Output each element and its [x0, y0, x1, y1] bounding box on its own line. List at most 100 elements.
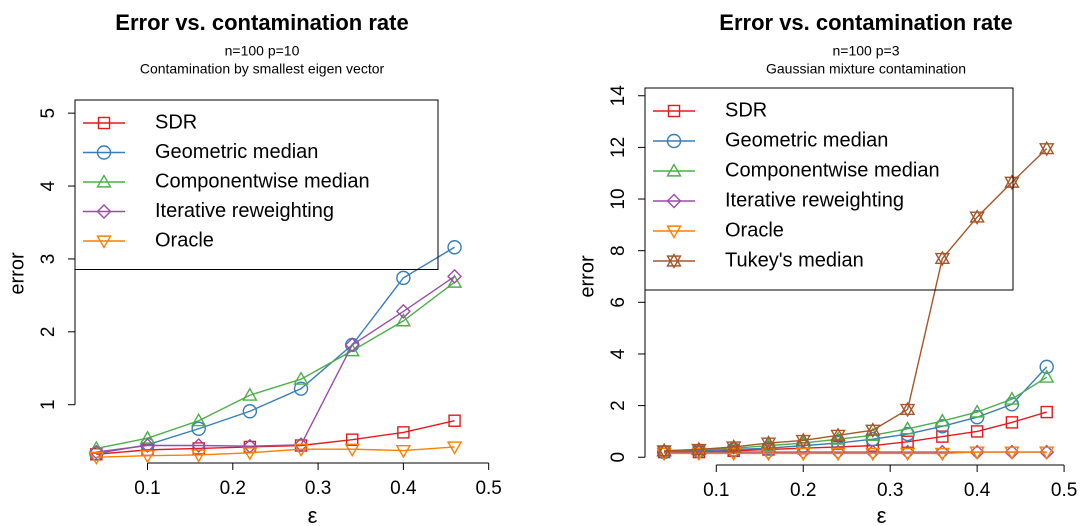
marker	[899, 420, 916, 435]
series-line	[96, 281, 455, 450]
y-tick-label: 10	[608, 188, 629, 209]
marker	[97, 116, 111, 130]
series-line	[664, 148, 1048, 452]
marker	[293, 437, 309, 453]
marker	[395, 312, 412, 327]
marker	[667, 104, 681, 118]
chart-title: Error vs. contamination rate	[115, 10, 408, 35]
marker	[865, 447, 881, 462]
y-tick-label: 4	[608, 348, 629, 359]
x-tick-label: 0.5	[475, 478, 501, 499]
marker-part	[830, 427, 846, 441]
marker	[96, 235, 112, 249]
series-line	[664, 366, 1048, 453]
marker	[448, 414, 461, 427]
marker	[191, 421, 206, 436]
legend-label: Geometric median	[155, 141, 318, 163]
legend-label: Iterative reweighting	[725, 189, 904, 211]
marker	[447, 240, 462, 255]
x-axis-label: ε	[308, 503, 318, 526]
marker-part	[899, 401, 916, 416]
x-tick-label: 0.2	[220, 478, 246, 499]
marker-part	[795, 434, 811, 449]
x-axis-label: ε	[877, 503, 887, 526]
x-tick-label: 0.3	[877, 480, 903, 501]
marker	[969, 404, 985, 418]
marker	[666, 225, 682, 239]
marker	[96, 204, 112, 219]
marker-part	[1004, 174, 1020, 188]
marker	[396, 270, 411, 286]
marker-part	[725, 439, 742, 453]
y-tick-label: 4	[38, 180, 59, 191]
y-axis-label: error	[576, 255, 598, 298]
marker	[96, 174, 112, 188]
legend-label: SDR	[725, 99, 767, 121]
legend-label: Oracle	[725, 219, 784, 241]
marker	[901, 435, 914, 448]
legend-label: Geometric median	[725, 129, 888, 151]
marker	[446, 274, 463, 288]
legend-box	[74, 99, 439, 270]
marker	[934, 250, 951, 267]
y-tick-label: 1	[38, 399, 59, 410]
marker	[88, 451, 105, 466]
marker	[88, 440, 105, 454]
marker	[96, 145, 112, 160]
chart: Error vs. contamination rate n=100 p=3 Gau…	[576, 10, 1077, 526]
marker	[293, 443, 309, 458]
marker-part	[656, 442, 672, 457]
marker-part	[666, 255, 682, 269]
x-tick-label: 0.1	[703, 480, 729, 501]
marker-part	[691, 443, 707, 458]
marker	[293, 371, 309, 385]
subtitle: n=100 p=10	[225, 43, 300, 59]
marker	[1040, 405, 1053, 419]
marker	[293, 381, 309, 396]
series-line	[664, 451, 1047, 455]
marker	[1038, 446, 1055, 460]
x-tick-label: 0.4	[390, 478, 417, 499]
marker-part	[725, 441, 742, 455]
y-tick-label: 14	[608, 85, 629, 107]
marker	[936, 430, 949, 443]
marker-part	[1038, 140, 1055, 155]
series-line	[96, 420, 455, 455]
legend-label: Oracle	[155, 229, 214, 251]
y-tick-label: 6	[608, 297, 629, 308]
legend-label: SDR	[155, 111, 197, 133]
marker	[395, 303, 411, 319]
marker-part	[1004, 176, 1020, 191]
marker	[1004, 391, 1020, 405]
marker	[242, 404, 258, 419]
marker	[190, 449, 207, 463]
marker-part	[656, 445, 672, 459]
legend-box	[644, 87, 1014, 291]
marker	[1004, 174, 1020, 191]
marker-part	[969, 211, 985, 226]
subtitle: Gaussian mixture contamination	[766, 61, 966, 77]
marker	[934, 447, 951, 462]
y-tick-label: 2	[38, 327, 59, 338]
marker	[88, 444, 104, 460]
series-line	[96, 246, 455, 455]
series-line	[96, 275, 455, 453]
x-tick-label: 0.4	[964, 480, 991, 501]
marker	[969, 446, 985, 460]
marker	[191, 438, 207, 453]
y-axis-label: error	[6, 252, 28, 295]
marker	[395, 445, 412, 459]
marker	[795, 447, 811, 462]
x-tick-label: 0.3	[305, 478, 331, 499]
marker	[865, 422, 881, 439]
marker-part	[969, 209, 985, 223]
x-tick-label: 0.2	[790, 480, 816, 501]
y-tick-label: 5	[38, 108, 59, 119]
y-tick-label: 12	[608, 137, 629, 158]
marker-part	[830, 429, 846, 444]
legend-label: Componentwise median	[155, 170, 370, 192]
marker-part	[760, 437, 777, 451]
marker	[656, 447, 672, 462]
marker	[446, 441, 463, 455]
